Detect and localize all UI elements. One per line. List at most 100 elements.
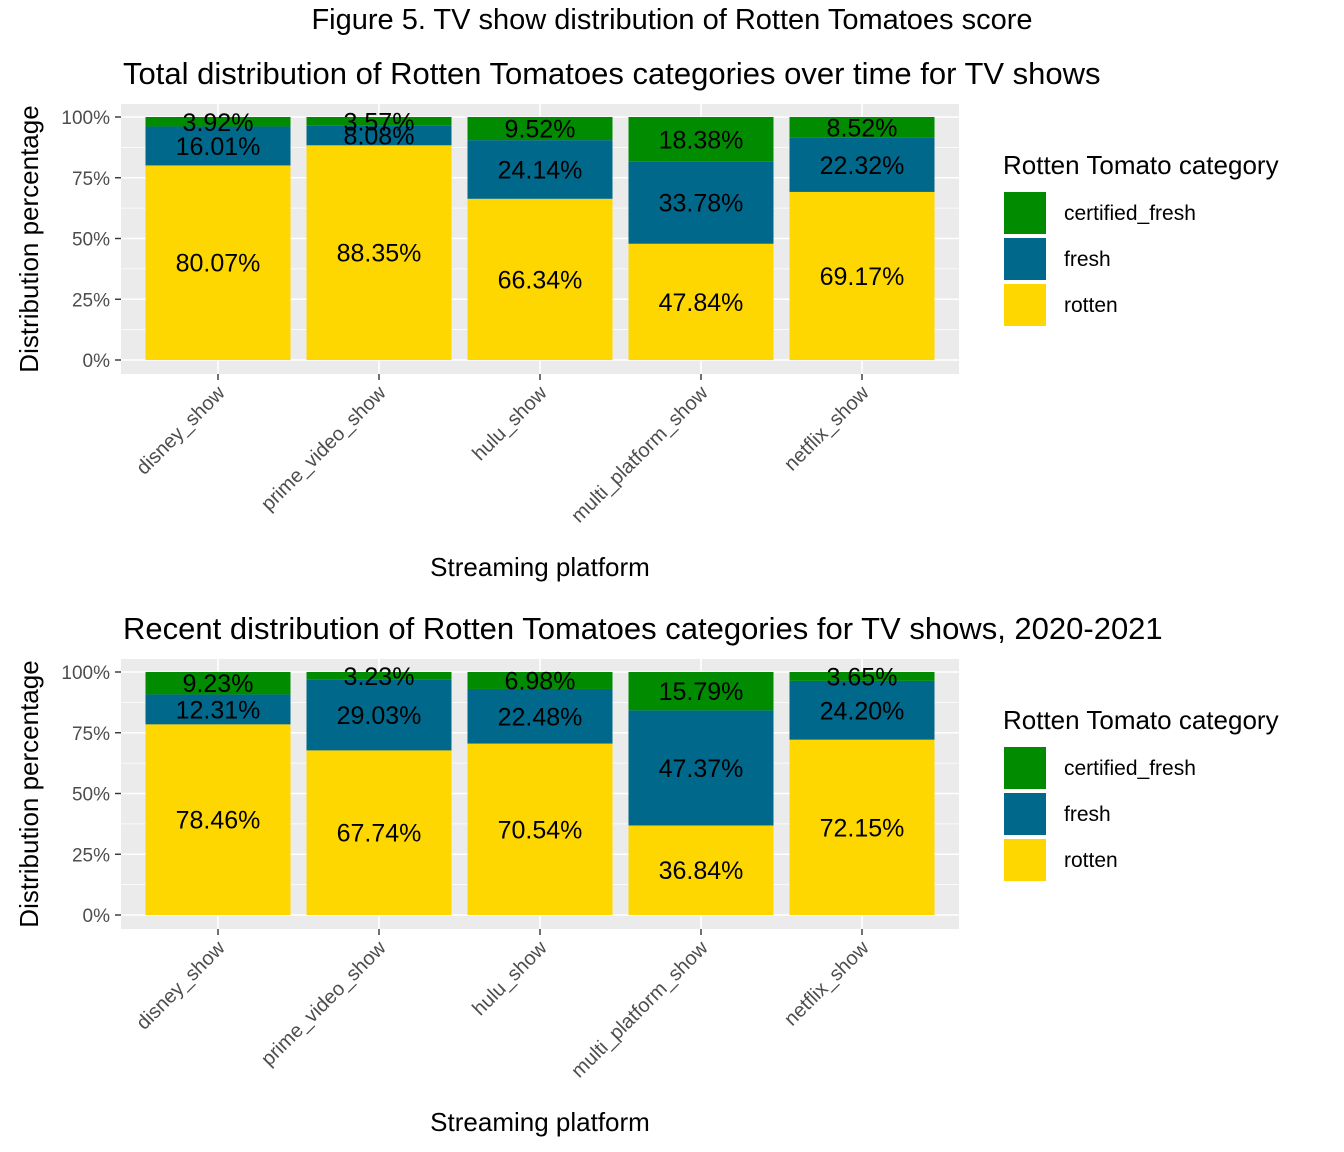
legend-label-certified_fresh: certified_fresh — [1064, 757, 1196, 780]
x-tick-label: hulu_show — [468, 382, 552, 466]
y-axis-title: Distribution percentage — [14, 660, 44, 927]
data-label-certified_fresh-multi_platform_show: 15.79% — [659, 678, 744, 706]
bar-rotten-netflix_show — [789, 739, 935, 915]
bar-fresh-netflix_show — [789, 137, 935, 192]
bar-certified_fresh-disney_show — [145, 117, 291, 127]
legend-label-rotten: rotten — [1064, 294, 1118, 317]
data-label-fresh-netflix_show: 22.32% — [820, 152, 905, 180]
x-tick-label: netflix_show — [780, 382, 874, 476]
y-tick-label: 100% — [61, 108, 110, 129]
bar-certified_fresh-hulu_show — [467, 117, 613, 141]
data-label-rotten-multi_platform_show: 47.84% — [659, 289, 744, 317]
bar-rotten-disney_show — [145, 724, 291, 915]
data-label-rotten-prime_video_show: 88.35% — [337, 240, 422, 268]
legend-label-fresh: fresh — [1064, 803, 1111, 826]
chart-title: Total distribution of Rotten Tomatoes ca… — [123, 56, 1101, 91]
bar-fresh-multi_platform_show — [628, 161, 774, 244]
data-label-certified_fresh-hulu_show: 9.52% — [505, 116, 576, 144]
y-tick-label: 25% — [72, 845, 110, 866]
bar-rotten-disney_show — [145, 165, 291, 360]
bar-rotten-prime_video_show — [306, 750, 452, 915]
data-label-fresh-hulu_show: 22.48% — [498, 703, 583, 731]
bar-rotten-multi_platform_show — [628, 825, 774, 915]
bar-fresh-prime_video_show — [306, 679, 452, 751]
legend-title: Rotten Tomato category — [1003, 150, 1279, 180]
x-tick-label: hulu_show — [468, 937, 552, 1021]
bar-fresh-netflix_show — [789, 680, 935, 740]
bar-fresh-multi_platform_show — [628, 710, 774, 826]
y-tick-label: 50% — [72, 785, 110, 806]
data-label-rotten-prime_video_show: 67.74% — [337, 820, 422, 848]
x-axis-title: Streaming platform — [430, 552, 650, 582]
data-label-rotten-multi_platform_show: 36.84% — [659, 857, 744, 885]
chart-panel-total: Total distribution of Rotten Tomatoes ca… — [14, 56, 1279, 582]
bar-rotten-prime_video_show — [306, 145, 452, 360]
chart-title: Recent distribution of Rotten Tomatoes c… — [123, 611, 1163, 646]
legend-key-rotten — [1002, 282, 1048, 328]
data-label-fresh-prime_video_show: 29.03% — [337, 702, 422, 730]
data-label-rotten-hulu_show: 70.54% — [498, 816, 583, 844]
data-label-fresh-multi_platform_show: 47.37% — [659, 755, 744, 783]
legend-label-certified_fresh: certified_fresh — [1064, 202, 1196, 225]
data-label-rotten-hulu_show: 66.34% — [498, 266, 583, 294]
data-label-certified_fresh-disney_show: 9.23% — [183, 670, 254, 698]
bar-certified_fresh-disney_show — [145, 672, 291, 695]
bar-certified_fresh-prime_video_show — [306, 672, 452, 680]
data-label-rotten-netflix_show: 69.17% — [820, 263, 905, 291]
bar-fresh-disney_show — [145, 694, 291, 725]
data-label-certified_fresh-multi_platform_show: 18.38% — [659, 126, 744, 154]
y-tick-label: 50% — [72, 230, 110, 251]
bar-certified_fresh-prime_video_show — [306, 117, 452, 126]
legend-label-rotten: rotten — [1064, 849, 1118, 872]
legend-key-certified_fresh — [1002, 190, 1048, 236]
x-tick-label: multi_platform_show — [567, 937, 713, 1083]
bar-rotten-netflix_show — [789, 191, 935, 360]
x-tick-label: prime_video_show — [257, 937, 391, 1071]
x-axis-title: Streaming platform — [430, 1107, 650, 1137]
figure-title: Figure 5. TV show distribution of Rotten… — [311, 4, 1033, 36]
legend-key-certified_fresh — [1002, 745, 1048, 791]
y-tick-label: 75% — [72, 724, 110, 745]
data-label-certified_fresh-prime_video_show: 3.57% — [344, 108, 415, 136]
bar-fresh-hulu_show — [467, 688, 613, 744]
y-tick-label: 25% — [72, 290, 110, 311]
bar-rotten-hulu_show — [467, 743, 613, 915]
bar-rotten-hulu_show — [467, 198, 613, 360]
x-tick-label: netflix_show — [780, 937, 874, 1031]
legend-key-rotten — [1002, 837, 1048, 883]
data-label-fresh-netflix_show: 24.20% — [820, 697, 905, 725]
data-label-fresh-disney_show: 12.31% — [176, 696, 261, 724]
bar-certified_fresh-multi_platform_show — [628, 117, 774, 162]
bar-fresh-hulu_show — [467, 140, 613, 199]
y-tick-label: 0% — [83, 906, 111, 927]
legend-key-fresh — [1002, 791, 1048, 837]
x-tick-label: disney_show — [132, 937, 230, 1035]
data-label-fresh-prime_video_show: 8.08% — [344, 122, 415, 150]
x-tick-label: multi_platform_show — [567, 382, 713, 528]
data-label-certified_fresh-netflix_show: 8.52% — [827, 114, 898, 142]
legend-key-fresh — [1002, 236, 1048, 282]
legend-label-fresh: fresh — [1064, 248, 1111, 271]
x-tick-label: prime_video_show — [257, 382, 391, 516]
data-label-fresh-multi_platform_show: 33.78% — [659, 190, 744, 218]
data-label-certified_fresh-disney_show: 3.92% — [183, 109, 254, 137]
y-tick-label: 100% — [61, 663, 110, 684]
bar-certified_fresh-netflix_show — [789, 672, 935, 681]
data-label-certified_fresh-hulu_show: 6.98% — [505, 667, 576, 695]
y-axis-title: Distribution percentage — [14, 105, 44, 372]
data-label-rotten-disney_show: 80.07% — [176, 250, 261, 278]
bar-fresh-prime_video_show — [306, 125, 452, 146]
bar-certified_fresh-netflix_show — [789, 116, 935, 138]
data-label-fresh-disney_show: 16.01% — [176, 133, 261, 161]
legend-title: Rotten Tomato category — [1003, 705, 1279, 735]
data-label-rotten-disney_show: 78.46% — [176, 807, 261, 835]
x-tick-label: disney_show — [132, 382, 230, 480]
data-label-rotten-netflix_show: 72.15% — [820, 814, 905, 842]
bar-certified_fresh-hulu_show — [467, 672, 613, 689]
chart-panel-recent: Recent distribution of Rotten Tomatoes c… — [14, 611, 1279, 1137]
y-tick-label: 0% — [83, 351, 111, 372]
data-label-fresh-hulu_show: 24.14% — [498, 156, 583, 184]
y-tick-label: 75% — [72, 169, 110, 190]
bar-rotten-multi_platform_show — [628, 243, 774, 360]
data-label-certified_fresh-prime_video_show: 3.23% — [344, 663, 415, 691]
